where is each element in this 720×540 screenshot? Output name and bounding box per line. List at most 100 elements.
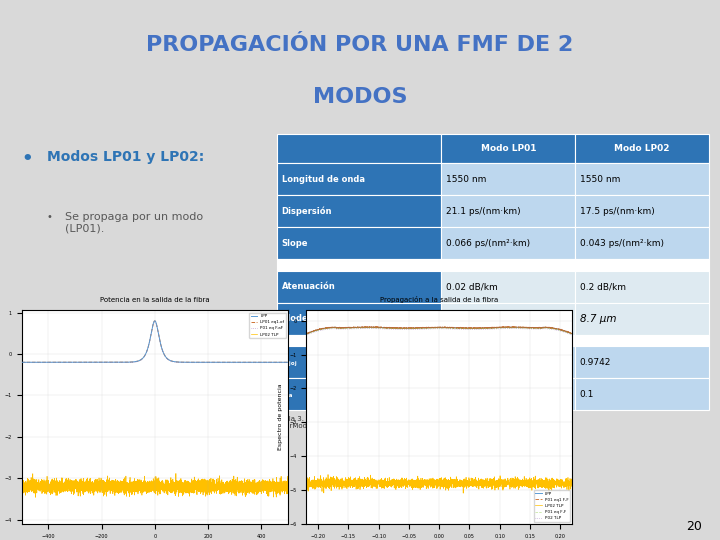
Line: LP01 eq1.of: LP01 eq1.of [22, 321, 288, 362]
FancyBboxPatch shape [575, 134, 709, 163]
P02 TLP [302, 332, 310, 339]
LPP [150, 318, 159, 324]
LPP [66, 359, 74, 366]
LPP [177, 359, 186, 366]
FancyBboxPatch shape [277, 346, 441, 379]
LP01 eq1.of [66, 359, 74, 366]
LP01 eq1.of [150, 318, 159, 324]
LP02 TLP [563, 478, 572, 485]
LPP [216, 359, 225, 366]
P01 eq F,F [348, 325, 356, 332]
Text: Modos LP01 y LP02:: Modos LP01 y LP02: [47, 150, 204, 164]
Line: LP02 TLP: LP02 TLP [306, 475, 572, 493]
LP02 TLP [17, 482, 26, 488]
P02 TLP [534, 326, 543, 332]
FancyBboxPatch shape [277, 335, 709, 346]
LPP [534, 325, 543, 331]
Text: fₚⱼₒⱼ: fₚⱼₒⱼ [282, 358, 297, 367]
Text: 20: 20 [686, 519, 702, 532]
P01 eq F,F [563, 329, 572, 336]
Text: 21.1 ps/(nm·km): 21.1 ps/(nm·km) [446, 207, 521, 216]
FancyBboxPatch shape [575, 163, 709, 195]
LP01 eq1.of [119, 359, 127, 366]
P02 TLP [415, 326, 424, 333]
LP02 TLP [66, 476, 74, 483]
Legend: LPP, LP01 eq1.of, P01 eq F.aF, LP02 TLP: LPP, LP01 eq1.of, P01 eq F.aF, LP02 TLP [249, 313, 286, 338]
Text: Tabla 3.  Características de la fibra extraídas del datasheet 60817-
FourModeSte: Tabla 3. Características de la fibra ext… [277, 416, 510, 429]
LP02 TLP [284, 486, 292, 492]
LP02 TLP [348, 480, 356, 486]
P01 eq1 F,F [348, 325, 356, 331]
FancyBboxPatch shape [441, 303, 575, 335]
Text: 1: 1 [446, 358, 451, 367]
P01 eq F.aF [236, 360, 245, 366]
FancyBboxPatch shape [277, 271, 441, 303]
Text: Modo LP02: Modo LP02 [614, 144, 670, 153]
FancyBboxPatch shape [575, 271, 709, 303]
Text: Dispersión: Dispersión [282, 206, 332, 216]
FancyBboxPatch shape [441, 134, 575, 163]
LPP [284, 359, 292, 366]
Line: P01 eq F.aF: P01 eq F.aF [22, 321, 288, 363]
Text: MODOS: MODOS [312, 87, 408, 107]
LPP [332, 325, 341, 331]
FancyBboxPatch shape [575, 195, 709, 227]
P01 eq1 F,F [332, 325, 341, 331]
LP02 TLP [119, 476, 127, 482]
Line: LPP: LPP [306, 327, 572, 334]
LP01 eq1.of [177, 359, 186, 366]
FancyBboxPatch shape [441, 163, 575, 195]
FancyBboxPatch shape [277, 227, 441, 259]
Line: P01 eq F,F: P01 eq F,F [306, 328, 572, 335]
FancyBboxPatch shape [441, 346, 575, 379]
Legend: LPP, P01 eq1 F,F, LP02 TLP, P01 eq F,F, P02 TLP: LPP, P01 eq1 F,F, LP02 TLP, P01 eq F,F, … [534, 490, 570, 522]
Line: LPP: LPP [22, 321, 288, 362]
P01 eq1 F,F [404, 325, 413, 332]
Text: 1550 nm: 1550 nm [446, 175, 486, 184]
P01 eq F,F [415, 325, 424, 332]
P01 eq F.aF [119, 360, 127, 366]
P01 eq F,F [332, 325, 341, 332]
Text: Se propaga por un modo
(LP01).: Se propaga por un modo (LP01). [65, 212, 203, 233]
FancyBboxPatch shape [277, 163, 441, 195]
Text: 0.02 dB/km: 0.02 dB/km [446, 282, 498, 291]
LP01 eq1.of [216, 359, 225, 366]
P01 eq F,F [302, 332, 310, 338]
LPP [404, 325, 413, 332]
LPP [348, 325, 356, 331]
P02 TLP [348, 326, 356, 332]
LP01 eq1.of [284, 359, 292, 366]
P01 eq F.aF [284, 360, 292, 366]
P01 eq F.aF [191, 360, 199, 366]
P01 eq F.aF [17, 360, 26, 366]
Text: Mode Field Diameter: Mode Field Diameter [282, 314, 380, 323]
LP01 eq1.of [191, 359, 199, 366]
P01 eq F,F [568, 332, 577, 338]
Text: 1550 nm: 1550 nm [580, 175, 620, 184]
LPP [302, 330, 310, 337]
P01 eq F.aF [177, 359, 186, 366]
Text: Modo LP01: Modo LP01 [480, 144, 536, 153]
FancyBboxPatch shape [441, 195, 575, 227]
LPP [17, 359, 26, 366]
Text: fⱼⱼₐ: fⱼⱼₐ [282, 390, 293, 399]
FancyBboxPatch shape [575, 227, 709, 259]
FancyBboxPatch shape [441, 227, 575, 259]
Text: •: • [22, 150, 33, 168]
Text: 0.1: 0.1 [580, 390, 594, 399]
FancyBboxPatch shape [277, 379, 441, 410]
FancyBboxPatch shape [277, 195, 441, 227]
LPP [563, 329, 572, 335]
P01 eq1 F,F [302, 331, 310, 338]
Title: Potencia en la salida de la fibra: Potencia en la salida de la fibra [100, 297, 210, 303]
P01 eq1 F,F [302, 331, 310, 338]
P01 eq F.aF [216, 360, 225, 366]
P02 TLP [563, 330, 572, 336]
LP02 TLP [324, 471, 333, 478]
LP02 TLP [191, 480, 199, 486]
Text: 0.1: 0.1 [446, 390, 460, 399]
P01 eq1 F,F [563, 329, 572, 335]
P01 eq F.aF [150, 318, 159, 325]
FancyBboxPatch shape [575, 346, 709, 379]
Text: 10.2 μm: 10.2 μm [446, 314, 489, 324]
